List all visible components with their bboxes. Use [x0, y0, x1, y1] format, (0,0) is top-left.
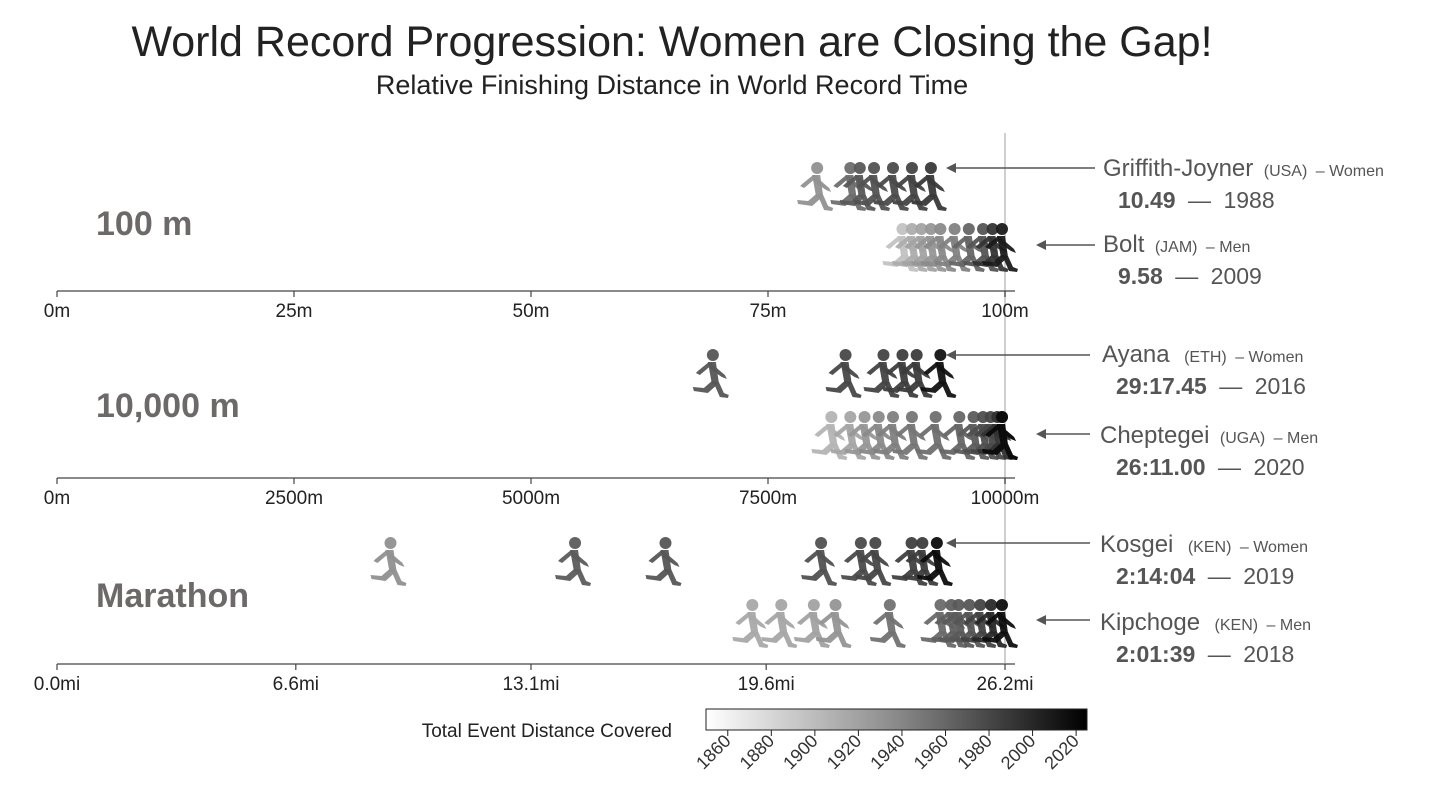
colorbar-tick-label: 1900	[779, 731, 821, 773]
record-time-women-100m: 10.49 — 1988	[1118, 187, 1275, 213]
x-tick-label: 75m	[750, 301, 787, 322]
chart-title: World Record Progression: Women are Clos…	[131, 18, 1212, 66]
colorbar-title: Total Event Distance Covered	[422, 721, 672, 742]
event-label-100m: 100 m	[96, 205, 192, 243]
x-tick-label: 7500m	[739, 488, 797, 509]
colorbar-tick-label: 2020	[1040, 731, 1082, 773]
runners-10000m	[692, 349, 1018, 460]
colorbar-tick-label: 1940	[866, 731, 908, 773]
x-tick-label: 10000m	[971, 488, 1040, 509]
colorbar-tick-label: 1920	[823, 731, 865, 773]
colorbar: Total Event Distance Covered 1860 1880 190…	[422, 708, 1088, 773]
record-women-marathon: Kosgei (KEN) – Women	[1100, 531, 1308, 558]
record-men-100m: Bolt (JAM) – Men	[1103, 231, 1250, 258]
x-tick-label: 25m	[276, 301, 313, 322]
record-women-10000m: Ayana (ETH) – Women	[1102, 341, 1303, 368]
runner-marker-women	[825, 349, 862, 398]
arrowhead-men-marathon	[1036, 615, 1046, 625]
x-tick-label: 19.6mi	[738, 674, 795, 695]
record-women-100m: Griffith-Joyner (USA) – Women	[1103, 155, 1384, 182]
arrowhead-men-100m	[1036, 240, 1046, 250]
colorbar-tick-label: 1980	[953, 731, 995, 773]
colorbar-tick-label: 1860	[692, 731, 734, 773]
x-tick-label: 26.2mi	[976, 674, 1033, 695]
colorbar-tick-label: 2000	[997, 731, 1039, 773]
runner-marker-women	[801, 537, 838, 586]
x-tick-label: 2500m	[265, 488, 323, 509]
x-ticks-marathon: 0.0mi 6.6mi 13.1mi 19.6mi 26.2mi	[34, 664, 1034, 695]
runner-marker-men	[815, 599, 852, 648]
colorbar-gradient	[705, 708, 1088, 731]
colorbar-tick-label: 1880	[736, 731, 778, 773]
x-tick-label: 50m	[513, 301, 550, 322]
arrowhead-women-10000m	[946, 350, 956, 360]
runners-marathon	[370, 537, 1018, 648]
x-ticks-100m: 0m 25m 50m 75m 100m	[44, 291, 1029, 322]
event-label-marathon: Marathon	[96, 577, 249, 615]
record-time-men-100m: 9.58 — 2009	[1118, 263, 1262, 289]
record-men-10000m: Cheptegei (UGA) – Men	[1100, 422, 1318, 449]
colorbar-ticks: 1860 1880 1900 1920 1940 1960 1980 2000 2020	[692, 730, 1083, 773]
arrowhead-women-100m	[946, 163, 956, 173]
runner-marker-men	[761, 599, 798, 648]
x-tick-label: 5000m	[502, 488, 560, 509]
arrowhead-women-marathon	[946, 538, 956, 548]
record-time-men-10000m: 26:11.00 — 2020	[1116, 454, 1305, 480]
runners-100m	[797, 162, 1018, 272]
runner-marker-women	[555, 537, 592, 586]
runner-marker-women	[692, 349, 729, 398]
arrowhead-men-10000m	[1036, 429, 1046, 439]
panel-100m: 100 m 0m 25m 50m 75m 100m Griffith-Joyner (U…	[44, 155, 1384, 322]
event-label-10000m: 10,000 m	[96, 387, 240, 425]
x-tick-label: 0m	[44, 488, 70, 509]
runner-marker-women	[645, 537, 682, 586]
x-tick-label: 0m	[44, 301, 70, 322]
x-ticks-10000m: 0m 2500m 5000m 7500m 10000m	[44, 478, 1040, 509]
x-tick-label: 13.1mi	[502, 674, 559, 695]
runner-marker-women	[797, 162, 834, 211]
x-tick-label: 6.6mi	[273, 674, 319, 695]
panel-marathon: Marathon 0.0mi 6.6mi 13.1mi 19.6mi 26.2mi Ko…	[34, 531, 1311, 695]
record-men-marathon: Kipchoge (KEN) – Men	[1100, 609, 1311, 636]
runner-marker-men	[869, 599, 906, 648]
panel-10000m: 10,000 m 0m 2500m 5000m 7500m 10000m Ayana (…	[44, 341, 1318, 509]
runner-marker-women	[370, 537, 407, 586]
record-time-women-marathon: 2:14:04 — 2019	[1116, 563, 1294, 589]
x-tick-label: 0.0mi	[34, 674, 80, 695]
chart-subtitle: Relative Finishing Distance in World Rec…	[376, 70, 968, 100]
record-time-women-10000m: 29:17.45 — 2016	[1116, 373, 1306, 399]
colorbar-tick-label: 1960	[910, 731, 952, 773]
record-time-men-marathon: 2:01:39 — 2018	[1116, 641, 1294, 667]
x-tick-label: 100m	[981, 301, 1029, 322]
